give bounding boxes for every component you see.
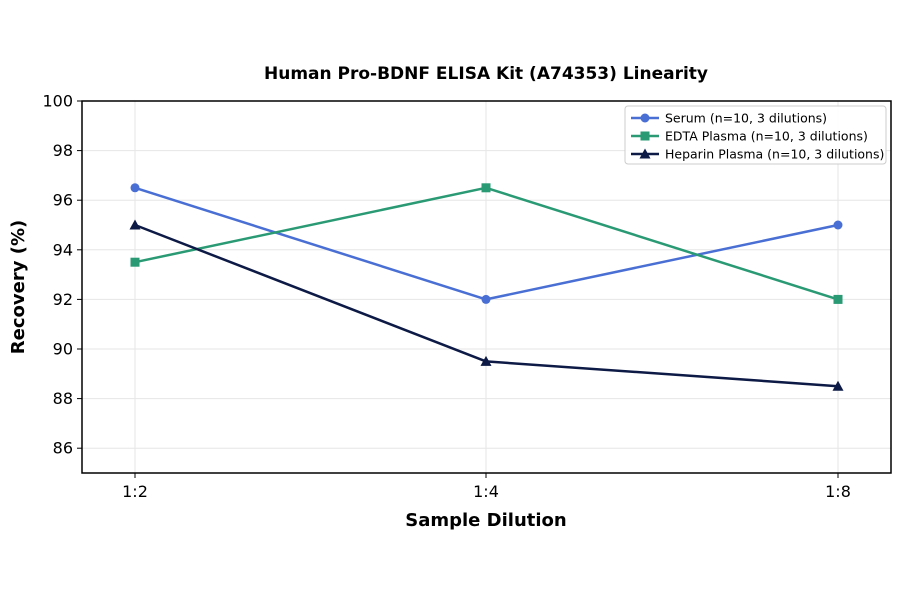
- y-tick-label: 90: [53, 340, 73, 359]
- data-point: [833, 294, 843, 304]
- y-tick-label: 86: [53, 439, 73, 458]
- y-tick-label: 88: [53, 389, 73, 408]
- legend-label: EDTA Plasma (n=10, 3 dilutions): [665, 129, 868, 144]
- axis-ticks: 86 88 90 92 94 96 98 100 1:2 1:4 1:8: [42, 92, 850, 502]
- y-tick-label: 92: [53, 290, 73, 309]
- legend-label: Serum (n=10, 3 dilutions): [665, 111, 827, 126]
- data-point: [481, 183, 491, 193]
- series-1: [130, 183, 843, 304]
- y-axis-label: Recovery (%): [8, 220, 29, 354]
- chart-title: Human Pro-BDNF ELISA Kit (A74353) Linear…: [264, 64, 708, 84]
- data-point: [833, 220, 843, 230]
- legend-item: Serum (n=10, 3 dilutions): [631, 111, 827, 126]
- data-point: [130, 257, 140, 267]
- x-tick-label: 1:4: [473, 482, 499, 501]
- data-point: [129, 219, 141, 230]
- legend-item: EDTA Plasma (n=10, 3 dilutions): [631, 129, 868, 144]
- legend-label: Heparin Plasma (n=10, 3 dilutions): [665, 147, 884, 162]
- series-0: [130, 183, 843, 304]
- x-tick-label: 1:2: [122, 482, 148, 501]
- data-point: [832, 380, 844, 391]
- data-point: [481, 294, 491, 304]
- series-2: [129, 219, 844, 391]
- data-point: [480, 355, 492, 366]
- series-layer: [129, 183, 844, 391]
- legend-marker: [640, 113, 650, 123]
- legend-marker: [639, 148, 651, 159]
- legend-frame: [624, 105, 887, 165]
- y-tick-label: 98: [53, 141, 73, 160]
- legend: Serum (n=10, 3 dilutions) EDTA Plasma (n=…: [624, 105, 887, 165]
- y-tick-label: 96: [53, 191, 73, 210]
- data-point: [130, 183, 140, 193]
- x-tick-label: 1:8: [825, 482, 851, 501]
- x-axis-label: Sample Dilution: [405, 510, 566, 531]
- y-tick-label: 94: [53, 240, 73, 259]
- legend-item: Heparin Plasma (n=10, 3 dilutions): [631, 147, 884, 162]
- legend-marker: [640, 131, 650, 141]
- y-tick-label: 100: [42, 92, 73, 111]
